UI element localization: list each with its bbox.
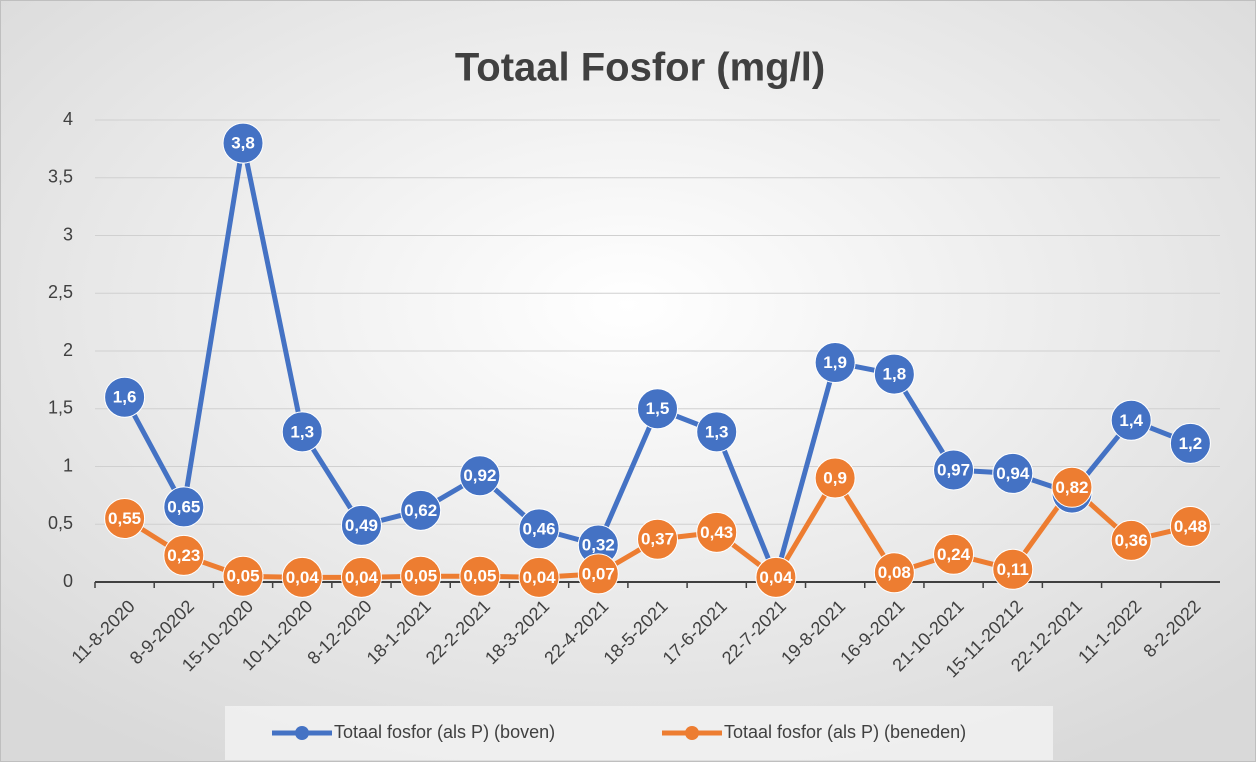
data-label: 0,46 <box>523 519 556 538</box>
data-label: 0,04 <box>286 568 320 587</box>
marker <box>1051 466 1093 508</box>
marker <box>1169 506 1211 548</box>
marker <box>755 556 797 598</box>
legend-box <box>225 706 1053 760</box>
legend-marker <box>685 726 699 740</box>
marker <box>518 508 560 550</box>
marker <box>222 555 264 597</box>
data-label: 1,8 <box>883 365 907 384</box>
y-tick-label: 2 <box>63 340 73 360</box>
data-label: 0,49 <box>345 516 378 535</box>
y-tick-label: 1 <box>63 455 73 475</box>
data-label: 0,05 <box>226 567 259 586</box>
marker <box>992 452 1034 494</box>
y-tick-label: 2,5 <box>48 282 73 302</box>
data-label: 0,37 <box>641 530 674 549</box>
marker <box>163 534 205 576</box>
marker <box>104 376 146 418</box>
marker <box>1110 519 1152 561</box>
data-label: 0,36 <box>1115 531 1148 550</box>
data-label: 0,04 <box>523 568 557 587</box>
marker <box>163 486 205 528</box>
data-label: 1,6 <box>113 388 137 407</box>
marker <box>104 497 146 539</box>
marker <box>637 518 678 560</box>
y-tick-label: 3,5 <box>48 167 73 187</box>
marker <box>281 411 323 453</box>
marker <box>340 504 382 546</box>
marker <box>222 122 264 164</box>
marker <box>873 552 915 594</box>
data-label: 0,48 <box>1174 517 1207 536</box>
data-label: 3,8 <box>231 134 255 153</box>
data-label: 0,32 <box>582 536 615 555</box>
y-tick-label: 3 <box>63 224 73 244</box>
y-tick-label: 0 <box>63 571 73 591</box>
marker <box>696 411 738 453</box>
marker <box>696 511 738 553</box>
marker <box>814 342 856 384</box>
data-label: 0,92 <box>463 466 496 485</box>
legend-marker <box>295 726 309 740</box>
data-label: 1,5 <box>646 399 670 418</box>
data-label: 1,3 <box>705 422 729 441</box>
data-label: 0,24 <box>937 545 971 564</box>
marker <box>340 556 382 598</box>
data-label: 0,04 <box>345 568 379 587</box>
marker <box>933 533 975 575</box>
data-label: 0,62 <box>404 501 437 520</box>
legend-label: Totaal fosfor (als P) (beneden) <box>724 722 966 742</box>
marker <box>814 457 856 499</box>
marker <box>459 455 501 497</box>
data-label: 1,9 <box>823 353 847 372</box>
marker <box>1169 422 1211 464</box>
y-tick-label: 1,5 <box>48 398 73 418</box>
data-label: 1,4 <box>1119 411 1143 430</box>
y-tick-label: 4 <box>63 109 73 129</box>
marker <box>992 548 1034 590</box>
marker <box>459 555 501 597</box>
data-label: 0,04 <box>759 568 793 587</box>
marker <box>637 388 678 430</box>
data-label: 0,07 <box>582 564 615 583</box>
data-label: 0,08 <box>878 563 911 582</box>
marker <box>281 556 323 598</box>
data-label: 0,65 <box>167 497 200 516</box>
legend-label: Totaal fosfor (als P) (boven) <box>334 722 555 742</box>
marker <box>577 553 619 595</box>
data-label: 0,82 <box>1055 478 1088 497</box>
chart-title: Totaal Fosfor (mg/l) <box>455 46 825 90</box>
marker <box>400 489 442 531</box>
y-tick-label: 0,5 <box>48 513 73 533</box>
data-label: 1,3 <box>290 422 314 441</box>
marker <box>873 353 915 395</box>
marker <box>400 555 442 597</box>
data-label: 0,05 <box>404 567 437 586</box>
data-label: 1,2 <box>1179 434 1203 453</box>
marker <box>933 449 975 491</box>
data-label: 0,9 <box>823 469 847 488</box>
data-label: 0,55 <box>108 509 141 528</box>
marker <box>518 556 560 598</box>
data-label: 0,05 <box>463 567 496 586</box>
data-label: 0,23 <box>167 546 200 565</box>
data-label: 0,43 <box>700 523 733 542</box>
data-label: 0,11 <box>997 560 1029 579</box>
data-label: 0,94 <box>996 464 1030 483</box>
marker <box>1110 399 1152 441</box>
data-label: 0,97 <box>937 460 970 479</box>
